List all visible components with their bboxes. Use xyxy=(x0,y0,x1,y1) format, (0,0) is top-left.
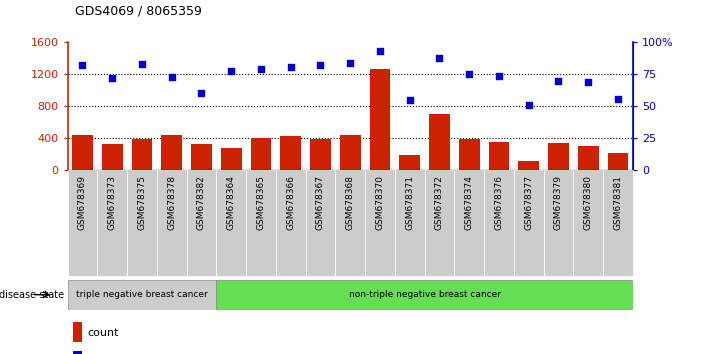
Point xyxy=(344,60,356,66)
Point xyxy=(196,91,207,96)
Point xyxy=(464,72,475,77)
Bar xyxy=(73,322,82,342)
Bar xyxy=(400,155,420,170)
Bar xyxy=(68,280,216,310)
Bar xyxy=(246,170,276,276)
Bar xyxy=(127,170,157,276)
Bar xyxy=(216,280,633,310)
Point xyxy=(137,61,148,67)
Text: GSM678376: GSM678376 xyxy=(494,175,503,230)
Text: GSM678382: GSM678382 xyxy=(197,175,206,230)
Point xyxy=(107,75,118,81)
Bar xyxy=(578,147,599,170)
Bar xyxy=(607,153,629,170)
Bar xyxy=(186,170,216,276)
Bar xyxy=(573,170,603,276)
Bar xyxy=(424,170,454,276)
Text: triple negative breast cancer: triple negative breast cancer xyxy=(76,290,208,299)
Text: GSM678381: GSM678381 xyxy=(614,175,622,230)
Point xyxy=(582,79,594,85)
Bar xyxy=(454,170,484,276)
Text: GSM678364: GSM678364 xyxy=(227,175,235,230)
Text: GSM678372: GSM678372 xyxy=(435,175,444,230)
Point xyxy=(374,48,385,54)
Bar xyxy=(216,170,246,276)
Text: non-triple negative breast cancer: non-triple negative breast cancer xyxy=(348,290,501,299)
Bar xyxy=(370,69,390,170)
Bar xyxy=(276,170,306,276)
Text: GSM678375: GSM678375 xyxy=(137,175,146,230)
Bar xyxy=(161,135,182,170)
Text: GSM678365: GSM678365 xyxy=(257,175,265,230)
Text: GSM678368: GSM678368 xyxy=(346,175,355,230)
Text: GSM678373: GSM678373 xyxy=(107,175,117,230)
Point xyxy=(404,97,415,103)
Bar xyxy=(280,136,301,170)
Bar xyxy=(603,170,633,276)
Bar xyxy=(68,170,97,276)
Text: GSM678369: GSM678369 xyxy=(78,175,87,230)
Text: disease state: disease state xyxy=(0,290,64,300)
Text: GSM678378: GSM678378 xyxy=(167,175,176,230)
Text: GSM678377: GSM678377 xyxy=(524,175,533,230)
Bar xyxy=(548,143,569,170)
Text: GSM678370: GSM678370 xyxy=(375,175,385,230)
Point xyxy=(612,96,624,101)
Point xyxy=(77,63,88,68)
Bar xyxy=(336,170,365,276)
Bar xyxy=(543,170,573,276)
Bar xyxy=(220,148,242,170)
Bar xyxy=(459,139,480,170)
Text: GSM678371: GSM678371 xyxy=(405,175,415,230)
Bar xyxy=(191,144,212,170)
Point xyxy=(166,74,177,80)
Bar xyxy=(102,144,122,170)
Bar xyxy=(365,170,395,276)
Bar xyxy=(340,135,360,170)
Text: count: count xyxy=(87,328,119,338)
Bar xyxy=(306,170,336,276)
Bar xyxy=(518,161,539,170)
Bar xyxy=(395,170,424,276)
Text: GSM678380: GSM678380 xyxy=(584,175,593,230)
Point xyxy=(434,55,445,61)
Bar xyxy=(157,170,186,276)
Point xyxy=(285,64,296,69)
Text: GSM678374: GSM678374 xyxy=(465,175,474,230)
Bar xyxy=(250,138,272,170)
Bar xyxy=(310,139,331,170)
Bar xyxy=(97,170,127,276)
Bar xyxy=(132,139,152,170)
Bar xyxy=(73,351,82,354)
Point xyxy=(493,73,505,79)
Text: GSM678367: GSM678367 xyxy=(316,175,325,230)
Bar xyxy=(484,170,514,276)
Bar xyxy=(429,114,450,170)
Point xyxy=(552,78,564,84)
Text: GSM678366: GSM678366 xyxy=(286,175,295,230)
Bar xyxy=(514,170,543,276)
Text: GSM678379: GSM678379 xyxy=(554,175,563,230)
Point xyxy=(523,102,535,108)
Point xyxy=(315,63,326,68)
Point xyxy=(255,67,267,72)
Bar xyxy=(488,142,509,170)
Bar xyxy=(72,135,93,170)
Text: GDS4069 / 8065359: GDS4069 / 8065359 xyxy=(75,5,201,18)
Point xyxy=(225,68,237,73)
